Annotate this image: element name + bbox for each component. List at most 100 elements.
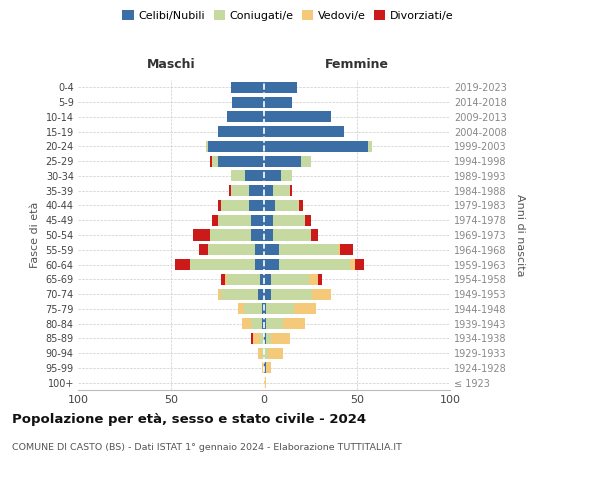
Bar (210, 156, 212, 166)
Bar (275, 200, 299, 211)
Bar (311, 230, 318, 240)
Bar (271, 274, 308, 285)
Y-axis label: Fasce di età: Fasce di età (30, 202, 40, 268)
Bar (279, 244, 338, 256)
Bar (218, 200, 221, 211)
Bar (242, 318, 251, 329)
Bar (264, 333, 266, 344)
Bar (308, 274, 318, 285)
Bar (318, 274, 322, 285)
Bar (251, 230, 264, 240)
Bar (294, 304, 316, 314)
Legend: Celibi/Nubili, Coniugati/e, Vedovi/e, Divorziati/e: Celibi/Nubili, Coniugati/e, Vedovi/e, Di… (120, 8, 456, 23)
Bar (206, 141, 208, 152)
Bar (259, 348, 262, 358)
Bar (210, 230, 251, 240)
Bar (264, 82, 298, 93)
Bar (290, 185, 292, 196)
Text: Popolazione per età, sesso e stato civile - 2024: Popolazione per età, sesso e stato civil… (12, 412, 366, 426)
Bar (221, 200, 249, 211)
Bar (251, 214, 264, 226)
Bar (274, 214, 305, 226)
Bar (301, 156, 311, 166)
Bar (245, 170, 264, 181)
Bar (264, 112, 331, 122)
Bar (230, 185, 249, 196)
Bar (262, 304, 264, 314)
Bar (299, 200, 303, 211)
Bar (264, 274, 271, 285)
Bar (262, 362, 264, 374)
Bar (274, 185, 290, 196)
Bar (260, 333, 264, 344)
Bar (227, 274, 260, 285)
Bar (260, 274, 264, 285)
Bar (266, 362, 271, 374)
Bar (264, 185, 274, 196)
Text: Femmine: Femmine (325, 58, 389, 70)
Bar (249, 200, 264, 211)
Bar (264, 362, 266, 374)
Bar (271, 288, 313, 300)
Bar (251, 318, 262, 329)
Bar (262, 348, 264, 358)
Bar (340, 244, 353, 256)
Bar (279, 259, 350, 270)
Bar (264, 141, 368, 152)
Bar (212, 156, 218, 166)
Bar (268, 348, 283, 358)
Bar (274, 230, 311, 240)
Bar (221, 274, 225, 285)
Bar (264, 214, 274, 226)
Y-axis label: Anni di nascita: Anni di nascita (515, 194, 526, 276)
Bar (238, 304, 244, 314)
Bar (244, 304, 262, 314)
Text: COMUNE DI CASTO (BS) - Dati ISTAT 1° gennaio 2024 - Elaborazione TUTTITALIA.IT: COMUNE DI CASTO (BS) - Dati ISTAT 1° gen… (12, 442, 402, 452)
Bar (264, 126, 344, 137)
Bar (225, 274, 227, 285)
Bar (281, 170, 292, 181)
Bar (262, 318, 264, 329)
Bar (266, 318, 283, 329)
Bar (264, 259, 279, 270)
Bar (350, 259, 355, 270)
Bar (264, 377, 266, 388)
Bar (190, 259, 254, 270)
Bar (208, 141, 264, 152)
Bar (266, 304, 294, 314)
Bar (259, 288, 264, 300)
Bar (264, 230, 274, 240)
Bar (230, 170, 245, 181)
Bar (355, 259, 364, 270)
Bar (218, 288, 221, 300)
Bar (193, 230, 210, 240)
Bar (227, 112, 264, 122)
Bar (264, 348, 268, 358)
Bar (264, 288, 271, 300)
Bar (251, 333, 253, 344)
Bar (264, 96, 292, 108)
Bar (199, 244, 208, 256)
Bar (266, 333, 271, 344)
Bar (264, 244, 279, 256)
Text: Maschi: Maschi (146, 58, 196, 70)
Bar (264, 156, 301, 166)
Bar (212, 214, 218, 226)
Bar (264, 318, 266, 329)
Bar (254, 244, 264, 256)
Bar (368, 141, 372, 152)
Bar (221, 288, 259, 300)
Bar (229, 185, 230, 196)
Bar (218, 214, 251, 226)
Bar (313, 288, 331, 300)
Bar (271, 333, 290, 344)
Bar (264, 170, 281, 181)
Bar (264, 304, 266, 314)
Bar (264, 200, 275, 211)
Bar (249, 185, 264, 196)
Bar (218, 126, 264, 137)
Bar (218, 156, 264, 166)
Bar (254, 259, 264, 270)
Bar (175, 259, 190, 270)
Bar (283, 318, 305, 329)
